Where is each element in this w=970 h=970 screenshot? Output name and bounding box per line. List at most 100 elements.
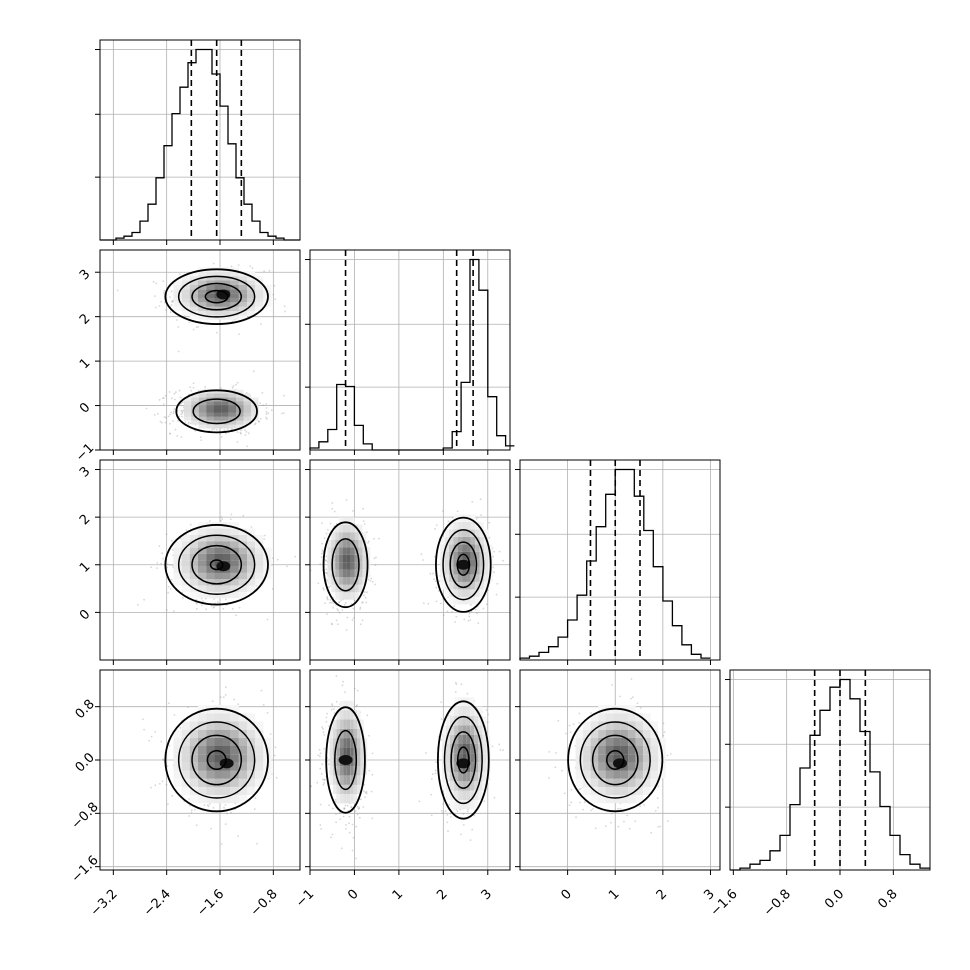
sample-point bbox=[169, 433, 171, 435]
sample-point bbox=[170, 290, 173, 293]
density-cell bbox=[483, 574, 489, 582]
density-cell bbox=[247, 528, 256, 535]
sample-point bbox=[213, 428, 216, 430]
sample-point bbox=[173, 392, 176, 395]
density-cell bbox=[198, 416, 207, 421]
density-cell bbox=[222, 770, 231, 779]
sample-point bbox=[323, 537, 326, 539]
sample-point bbox=[485, 709, 488, 712]
density-cell bbox=[230, 560, 239, 567]
density-cell bbox=[263, 572, 272, 580]
sample-point bbox=[329, 585, 332, 587]
sample-point bbox=[265, 413, 268, 415]
sample-point bbox=[254, 423, 256, 426]
density-cell bbox=[483, 529, 489, 537]
density-cell bbox=[247, 566, 256, 573]
density-cell bbox=[354, 569, 359, 578]
density-cell bbox=[214, 770, 223, 779]
sample-point bbox=[375, 556, 377, 559]
sample-point bbox=[448, 803, 451, 806]
sample-point bbox=[330, 836, 332, 839]
sample-point bbox=[330, 622, 333, 625]
density-cell bbox=[173, 560, 182, 567]
sample-point bbox=[180, 402, 183, 405]
sample-point bbox=[165, 609, 168, 611]
density-cell bbox=[449, 521, 454, 530]
sample-point bbox=[344, 827, 347, 830]
density-cell bbox=[488, 544, 493, 552]
sample-point bbox=[260, 689, 263, 692]
sample-point bbox=[474, 608, 477, 611]
sample-point bbox=[325, 720, 328, 723]
density-cell bbox=[457, 521, 463, 530]
density-cell bbox=[350, 584, 355, 593]
sample-point bbox=[187, 422, 190, 425]
density-cell bbox=[214, 737, 223, 746]
density-cell bbox=[339, 592, 343, 600]
sample-point bbox=[169, 422, 171, 425]
density-cell bbox=[230, 267, 239, 272]
sample-point bbox=[333, 712, 336, 715]
sample-point bbox=[179, 727, 182, 729]
sample-point bbox=[320, 773, 323, 775]
density-cell bbox=[213, 412, 222, 417]
sample-point bbox=[363, 523, 366, 525]
sample-point bbox=[192, 382, 195, 385]
density-cell bbox=[189, 315, 198, 320]
density-cell bbox=[230, 522, 239, 529]
density-cell bbox=[206, 541, 215, 548]
density-cell bbox=[346, 562, 351, 570]
sample-point bbox=[224, 598, 227, 601]
density-cell bbox=[183, 405, 192, 409]
density-cell bbox=[222, 271, 231, 277]
sample-point bbox=[211, 700, 214, 703]
sample-point bbox=[336, 608, 339, 610]
density-cell bbox=[181, 280, 190, 285]
sample-point bbox=[155, 282, 158, 285]
sample-point bbox=[342, 680, 344, 683]
sample-point bbox=[356, 813, 359, 816]
density-cell bbox=[238, 528, 247, 535]
density-cell bbox=[206, 284, 215, 290]
density-cell bbox=[247, 746, 256, 755]
density-cell bbox=[183, 409, 192, 413]
density-cell bbox=[236, 401, 244, 406]
density-cell bbox=[238, 553, 247, 561]
sample-point bbox=[260, 323, 262, 325]
density-cell bbox=[466, 589, 471, 597]
sample-point bbox=[358, 807, 361, 810]
sample-point bbox=[156, 567, 158, 569]
sample-point bbox=[352, 510, 354, 512]
sample-point bbox=[322, 783, 325, 786]
density-peak bbox=[216, 289, 231, 300]
contour-line bbox=[206, 750, 227, 770]
sample-point bbox=[335, 675, 338, 677]
density-cell bbox=[238, 762, 247, 771]
sample-point bbox=[286, 565, 288, 568]
contour-line bbox=[164, 707, 269, 813]
sample-point bbox=[452, 516, 454, 519]
density-cell bbox=[243, 416, 251, 421]
sample-point bbox=[222, 696, 225, 699]
sample-point bbox=[437, 590, 440, 592]
density-cell bbox=[470, 536, 476, 545]
density-cell bbox=[263, 737, 272, 746]
density-cell bbox=[251, 397, 259, 402]
density-cell bbox=[206, 401, 214, 406]
density-cell bbox=[238, 721, 247, 730]
density-cell bbox=[466, 521, 471, 530]
sample-point bbox=[366, 714, 369, 717]
sample-point bbox=[324, 559, 327, 561]
density-cell bbox=[236, 420, 244, 425]
density-cell bbox=[214, 778, 223, 787]
sample-point bbox=[208, 520, 211, 522]
density-cell bbox=[255, 737, 264, 746]
sample-point bbox=[360, 798, 362, 801]
sample-point bbox=[321, 726, 323, 728]
sample-point bbox=[189, 804, 192, 807]
sample-point bbox=[335, 821, 337, 824]
sample-point bbox=[434, 528, 436, 530]
density-cell bbox=[206, 416, 214, 421]
density-cell bbox=[339, 539, 343, 548]
